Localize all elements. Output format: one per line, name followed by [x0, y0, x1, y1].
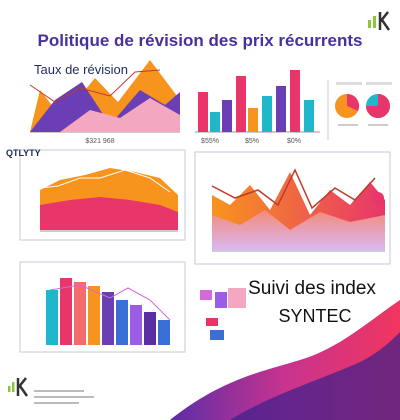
logo-bar	[8, 386, 11, 392]
line	[211, 168, 376, 210]
bar	[116, 300, 128, 345]
legend-line	[338, 124, 358, 126]
bar	[158, 320, 170, 345]
pie-slice	[366, 94, 390, 118]
panel-title: Taux de révision	[34, 62, 128, 77]
bar	[304, 100, 314, 132]
logo-bar	[368, 20, 371, 28]
logo-k	[378, 11, 391, 31]
panel-title: QTLYTY	[6, 148, 41, 158]
area	[60, 98, 180, 132]
wave	[230, 332, 400, 420]
legend-line	[336, 82, 362, 85]
bar	[276, 86, 286, 132]
logo-bar	[373, 16, 376, 28]
logo-top	[368, 11, 391, 31]
line	[29, 69, 161, 103]
dot	[372, 192, 384, 204]
line	[39, 169, 171, 193]
area	[40, 197, 178, 230]
caption: $321 968	[85, 138, 114, 145]
bar	[262, 96, 272, 132]
bar	[102, 292, 114, 345]
fine-print	[34, 396, 94, 398]
legend-line	[368, 124, 388, 126]
fine-print	[34, 390, 84, 392]
bar	[198, 92, 208, 132]
pie-slice	[347, 93, 360, 111]
area	[212, 210, 385, 250]
logo-bottom	[8, 377, 29, 397]
legend-line	[366, 82, 392, 85]
bar	[74, 282, 86, 345]
label: $55%	[201, 138, 219, 145]
heading: Suivi des index	[248, 278, 376, 299]
label: $0%	[287, 138, 301, 145]
line	[49, 284, 171, 321]
title: Politique de révision des prix récurrent…	[38, 31, 363, 50]
bar	[46, 290, 58, 345]
label: $5%	[245, 138, 259, 145]
bar	[144, 312, 156, 345]
subheading: SYNTEC	[278, 306, 351, 326]
bar	[248, 108, 258, 132]
bar	[236, 76, 246, 132]
icon	[200, 290, 212, 300]
fine-print	[34, 402, 79, 404]
icon	[210, 330, 224, 340]
bar	[130, 305, 142, 345]
icon	[206, 318, 218, 326]
logo-bar	[12, 382, 15, 392]
bar	[210, 112, 220, 132]
bar	[222, 100, 232, 132]
bar	[88, 286, 100, 345]
bar	[60, 278, 72, 345]
bar	[290, 70, 300, 132]
logo-k	[16, 377, 29, 397]
icon	[228, 288, 246, 308]
icon	[215, 292, 227, 308]
